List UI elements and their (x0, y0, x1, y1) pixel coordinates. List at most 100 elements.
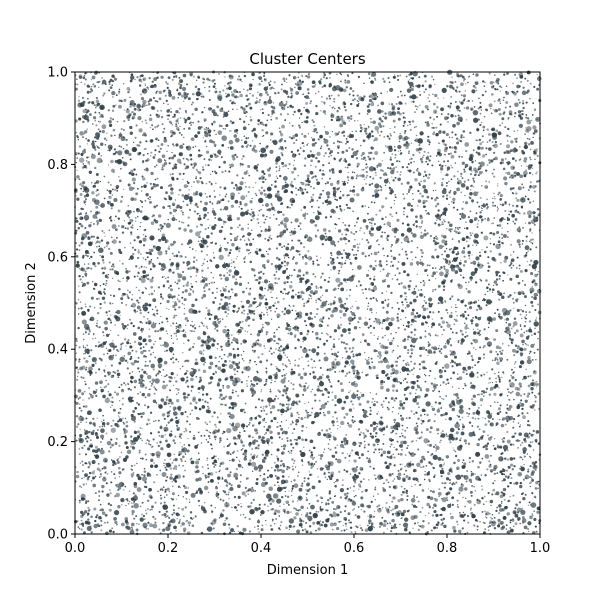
data-point (327, 195, 330, 199)
data-point (189, 517, 193, 520)
data-point (85, 230, 90, 235)
data-point (510, 338, 514, 342)
data-point (133, 379, 138, 384)
data-point (326, 144, 329, 147)
data-point (361, 205, 364, 208)
data-point (228, 274, 231, 277)
data-point (163, 512, 167, 517)
data-point (446, 85, 449, 88)
data-point (431, 267, 434, 270)
data-point (420, 459, 423, 462)
data-point (359, 480, 363, 483)
data-point (392, 179, 395, 182)
data-point (155, 451, 161, 457)
data-point (436, 526, 439, 529)
data-point (456, 121, 460, 126)
data-point (200, 321, 203, 324)
data-point (450, 154, 455, 159)
data-point (404, 307, 407, 309)
data-point (335, 227, 337, 229)
data-point (451, 360, 454, 363)
data-point (434, 401, 437, 404)
data-point (385, 274, 389, 278)
data-point (497, 99, 500, 102)
data-point (346, 289, 348, 292)
data-point (438, 296, 444, 302)
data-point (419, 104, 421, 107)
data-point (326, 333, 328, 335)
data-point (278, 527, 281, 530)
data-point (138, 289, 140, 292)
data-point (276, 498, 282, 504)
data-point (531, 286, 533, 288)
data-point (157, 444, 160, 447)
data-point (404, 291, 407, 295)
data-point (153, 205, 157, 209)
data-point (82, 338, 85, 341)
data-point (226, 315, 228, 317)
data-point (427, 97, 429, 99)
data-point (483, 522, 486, 524)
data-point (167, 276, 170, 279)
data-point (495, 351, 498, 353)
data-point (437, 160, 440, 163)
data-point (495, 129, 499, 133)
data-point (434, 248, 437, 251)
data-point (439, 268, 441, 271)
data-point (451, 166, 454, 169)
data-point (177, 251, 180, 254)
data-point (496, 308, 499, 311)
data-point (170, 325, 172, 327)
data-point (198, 325, 201, 328)
data-point (486, 218, 490, 222)
data-point (420, 180, 422, 183)
data-point (245, 319, 248, 322)
data-point (246, 385, 249, 387)
data-point (143, 370, 147, 374)
data-point (269, 430, 273, 434)
data-point (483, 85, 486, 87)
data-point (408, 152, 410, 155)
data-point (321, 497, 324, 500)
data-point (480, 221, 483, 223)
data-point (133, 181, 136, 184)
data-point (273, 81, 276, 84)
data-point (491, 381, 494, 384)
data-point (473, 106, 476, 108)
data-point (119, 251, 123, 255)
data-point (230, 265, 233, 268)
data-point (183, 399, 187, 402)
data-point (441, 506, 446, 512)
data-point (391, 500, 394, 503)
data-point (266, 186, 272, 192)
data-point (142, 501, 144, 504)
data-point (372, 421, 377, 426)
data-point (367, 72, 371, 76)
data-point (349, 390, 351, 392)
data-point (461, 333, 464, 336)
data-point (182, 73, 187, 78)
data-point (392, 406, 394, 409)
data-point (333, 352, 338, 357)
data-point (415, 168, 419, 172)
data-point (426, 213, 428, 215)
data-point (507, 231, 509, 233)
data-point (403, 197, 406, 200)
data-point (106, 352, 109, 355)
data-point (163, 496, 166, 498)
data-point (405, 316, 407, 319)
data-point (529, 148, 532, 151)
data-point (338, 269, 341, 272)
data-point (270, 318, 273, 320)
data-point (511, 368, 513, 371)
data-point (516, 347, 519, 349)
data-point (260, 482, 266, 488)
data-point (167, 144, 170, 147)
data-point (458, 486, 464, 492)
data-point (325, 235, 328, 238)
data-point (318, 431, 321, 434)
data-point (145, 277, 148, 279)
data-point (296, 275, 300, 278)
data-point (521, 183, 524, 186)
data-point (409, 262, 414, 266)
